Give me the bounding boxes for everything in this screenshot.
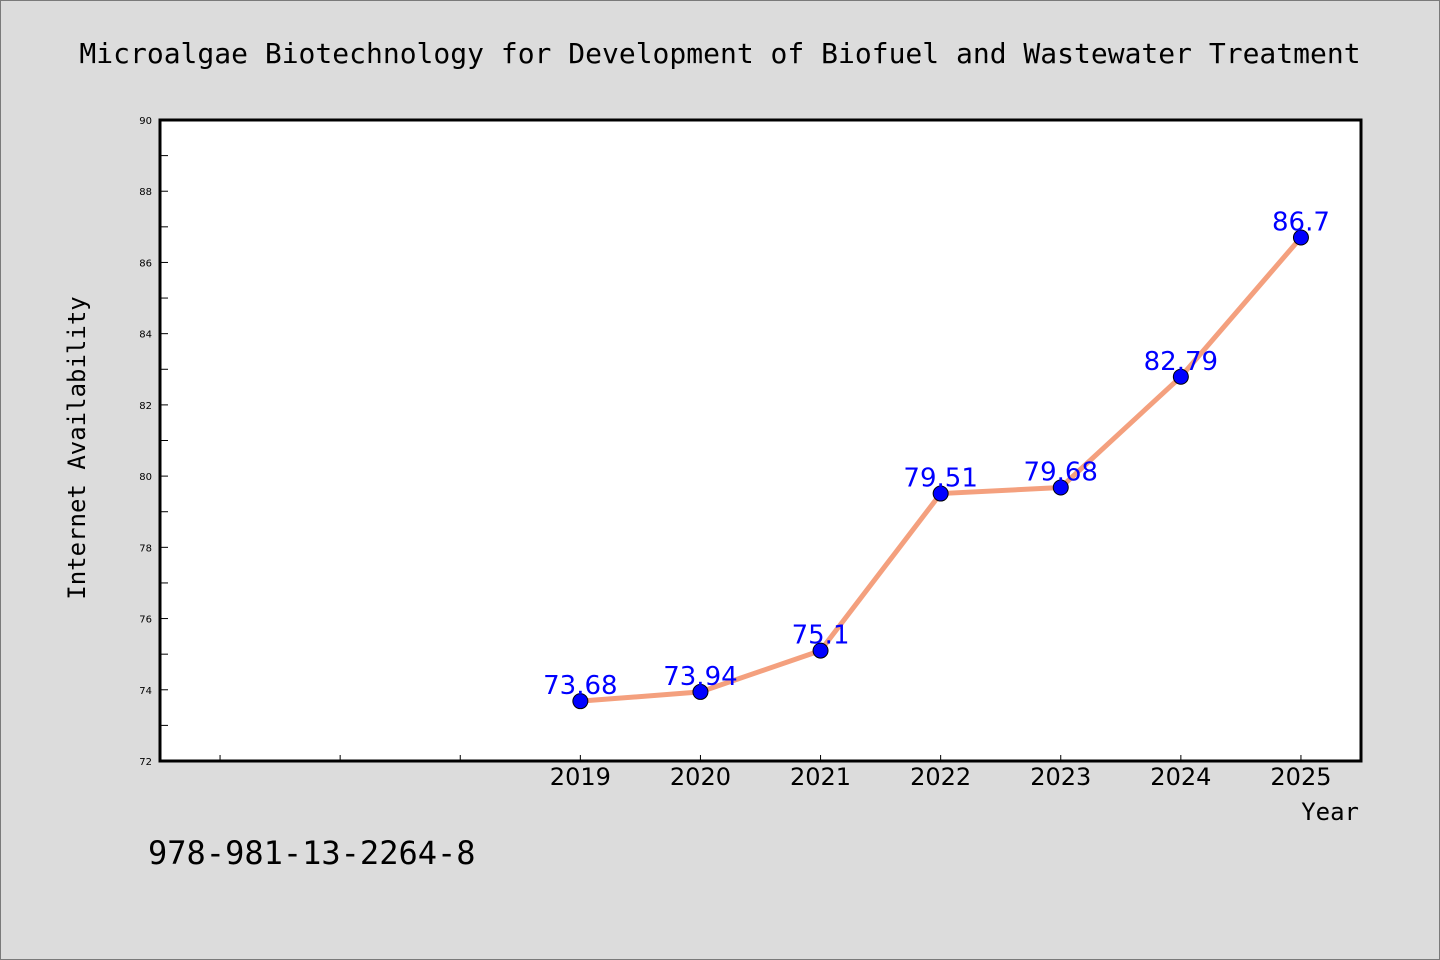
series-layer: 73.68 73.94 75.1 79.51 79.68 82.79 86.7 [543, 208, 1330, 710]
y-tick-label: 84 [139, 330, 152, 341]
y-tick-label: 80 [139, 472, 152, 483]
y-tick-label: 82 [139, 401, 152, 412]
x-tick-label: 2024 [1150, 763, 1211, 791]
y-tick-label: 74 [139, 686, 152, 697]
y-tick-label: 90 [139, 116, 152, 127]
plot-area [158, 118, 1363, 763]
isbn-text: 978-981-13-2264-8 [148, 834, 476, 872]
y-tick-label: 76 [139, 615, 152, 626]
data-point [572, 693, 589, 710]
data-point [1292, 229, 1309, 246]
data-label: 82.79 [1144, 347, 1218, 377]
y-tick-label: 72 [139, 757, 152, 768]
y-axis-label: Internet Availability [63, 296, 91, 599]
data-point [932, 485, 949, 502]
y-tick-label: 78 [139, 543, 152, 554]
y-tick-label: 86 [139, 258, 152, 269]
data-label: 73.68 [543, 671, 617, 701]
data-label: 86.7 [1272, 208, 1330, 238]
data-point [1172, 368, 1189, 385]
data-label: 79.51 [903, 464, 977, 494]
x-tick-label: 2023 [1030, 763, 1091, 791]
data-label: 73.94 [663, 662, 737, 692]
data-label: 79.68 [1024, 458, 1098, 488]
y-tick-label: 88 [139, 187, 152, 198]
x-tick-label: 2020 [670, 763, 731, 791]
x-tick-label: 2022 [910, 763, 971, 791]
y-axis-ticks: 72 74 76 78 80 82 84 86 88 90 [139, 116, 168, 768]
x-tick-label: 2025 [1270, 763, 1331, 791]
x-tick-label: 2021 [790, 763, 851, 791]
x-axis-label: Year [1301, 798, 1359, 826]
chart-title: Microalgae Biotechnology for Development… [79, 37, 1360, 70]
x-axis-ticks: 2019 2020 2021 2022 2023 2024 2025 [219, 755, 1331, 791]
data-point [812, 642, 829, 659]
data-point [692, 683, 709, 700]
data-point [1052, 479, 1069, 496]
data-label: 75.1 [792, 621, 850, 651]
x-tick-label: 2019 [550, 763, 611, 791]
